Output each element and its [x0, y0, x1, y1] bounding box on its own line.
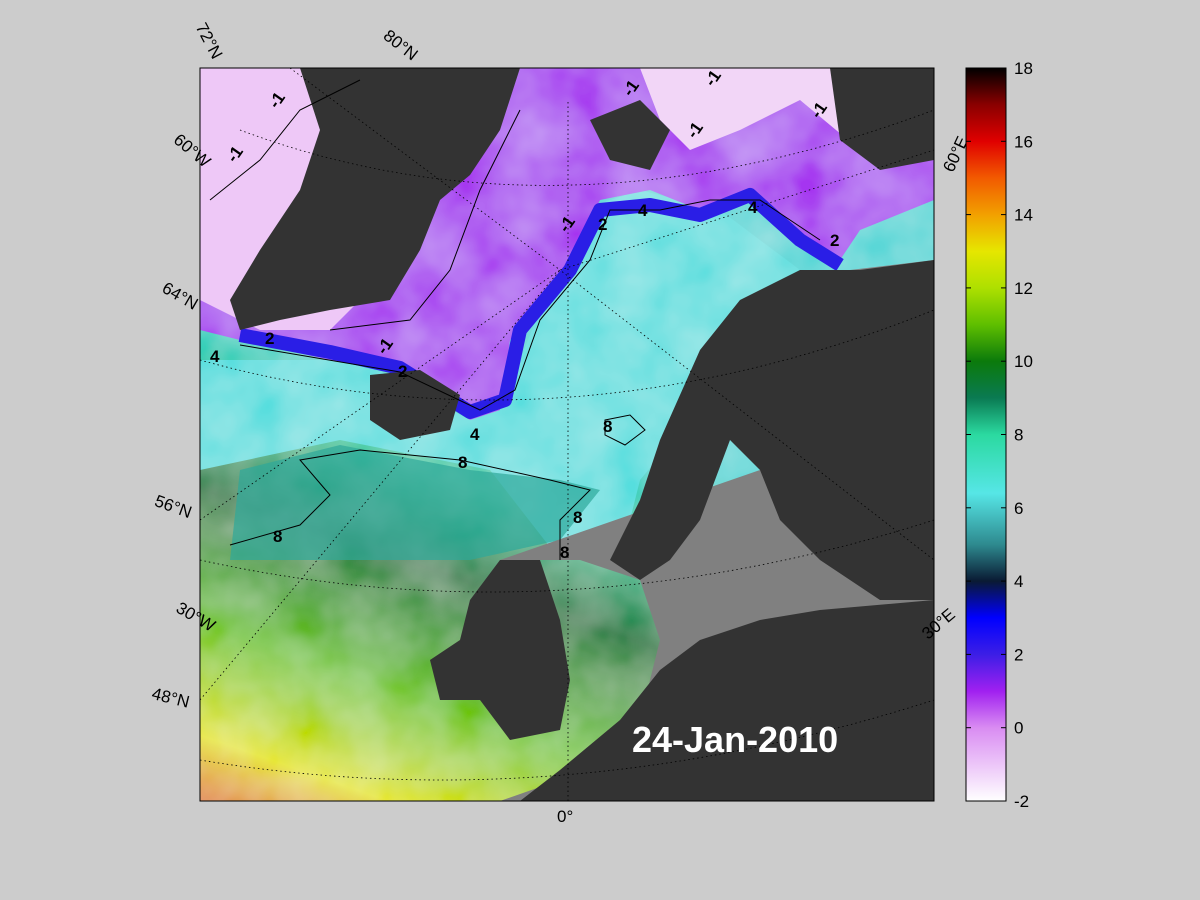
contour-2 — [239, 199, 821, 411]
contour-8-island — [604, 414, 646, 446]
colorbar-tick-label: 14 — [1014, 206, 1033, 225]
colorbar-tick-label: 10 — [1014, 352, 1033, 371]
colorbar-tick-label: 2 — [1014, 645, 1023, 664]
contour-label: 2 — [598, 215, 607, 234]
contour-label: 8 — [458, 453, 467, 472]
land-arctic-east — [830, 68, 934, 170]
land-svalbard — [590, 100, 670, 170]
contour-label: 8 — [560, 543, 569, 562]
ocean-teal-region — [230, 445, 600, 560]
land-iceland — [370, 370, 460, 440]
land-greenland — [230, 68, 520, 330]
map-area — [200, 68, 934, 801]
contour-label: 8 — [573, 508, 582, 527]
colorbar-tick-label: 16 — [1014, 132, 1033, 151]
contour-label: 4 — [748, 198, 758, 217]
lat-label-56n: 56°N — [152, 491, 194, 522]
contour-8 — [229, 449, 591, 560]
land-europe — [520, 600, 934, 801]
contour-label: 2 — [398, 362, 407, 381]
contour-label: 8 — [273, 527, 282, 546]
land-british-isles — [430, 560, 570, 740]
graticule — [200, 68, 934, 801]
contour-label: 4 — [470, 425, 480, 444]
colorbar-tick-label: 0 — [1014, 719, 1023, 738]
contour-lines — [209, 79, 821, 560]
contour-label: 2 — [265, 329, 274, 348]
colorbar-tick-label: -2 — [1014, 792, 1029, 811]
lat-label-72n: 72°N — [192, 20, 227, 62]
map-border — [199, 67, 935, 802]
lat-label-80n: 80°N — [380, 26, 422, 64]
contour-label: 4 — [638, 201, 648, 220]
colorbar-scale — [965, 67, 1007, 802]
lon-label-0: 0° — [557, 807, 573, 826]
colorbar-ticks: 18 16 14 12 10 8 6 4 2 0 -2 — [966, 59, 1033, 811]
lat-label-64n: 64°N — [159, 278, 201, 313]
colorbar-tick-label: 8 — [1014, 426, 1023, 445]
contour-label: 2 — [830, 231, 839, 250]
ocean-cyan-region — [200, 190, 870, 560]
date-label: 24-Jan-2010 — [632, 719, 838, 760]
lat-label-48n: 48°N — [150, 684, 191, 712]
colorbar-tick-label: 6 — [1014, 499, 1023, 518]
colorbar-tick-label: 18 — [1014, 59, 1033, 78]
contour-label: 4 — [210, 347, 220, 366]
colorbar: 18 16 14 12 10 8 6 4 2 0 -2 — [965, 59, 1033, 811]
land-scandinavia — [610, 260, 934, 600]
colorbar-tick-label: 12 — [1014, 279, 1033, 298]
colorbar-tick-label: 4 — [1014, 572, 1023, 591]
contour-minus1 — [209, 79, 361, 201]
contour-minus1-east — [329, 109, 521, 331]
contour-label: 8 — [603, 417, 612, 436]
ocean-blue-band — [238, 188, 844, 419]
